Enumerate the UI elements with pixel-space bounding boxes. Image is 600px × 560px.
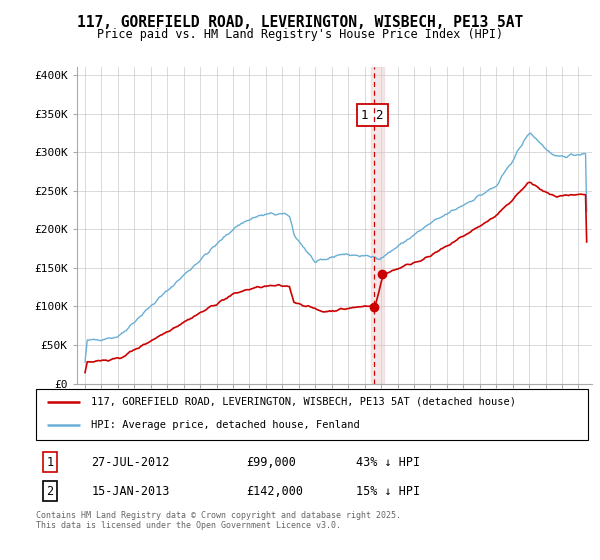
Text: HPI: Average price, detached house, Fenland: HPI: Average price, detached house, Fenl… [91,421,360,431]
Text: £99,000: £99,000 [246,456,296,469]
Text: Price paid vs. HM Land Registry's House Price Index (HPI): Price paid vs. HM Land Registry's House … [97,28,503,41]
Text: 15-JAN-2013: 15-JAN-2013 [91,485,170,498]
Text: 27-JUL-2012: 27-JUL-2012 [91,456,170,469]
Bar [371,67,385,384]
Text: 43% ↓ HPI: 43% ↓ HPI [356,456,420,469]
Text: Contains HM Land Registry data © Crown copyright and database right 2025.
This d: Contains HM Land Registry data © Crown c… [36,511,401,530]
Text: 2: 2 [46,485,53,498]
Text: £142,000: £142,000 [246,485,303,498]
Text: 1: 1 [46,456,53,469]
Text: 117, GOREFIELD ROAD, LEVERINGTON, WISBECH, PE13 5AT (detached house): 117, GOREFIELD ROAD, LEVERINGTON, WISBEC… [91,397,516,407]
Text: 15% ↓ HPI: 15% ↓ HPI [356,485,420,498]
Text: 1 2: 1 2 [361,109,384,122]
Text: 117, GOREFIELD ROAD, LEVERINGTON, WISBECH, PE13 5AT: 117, GOREFIELD ROAD, LEVERINGTON, WISBEC… [77,15,523,30]
